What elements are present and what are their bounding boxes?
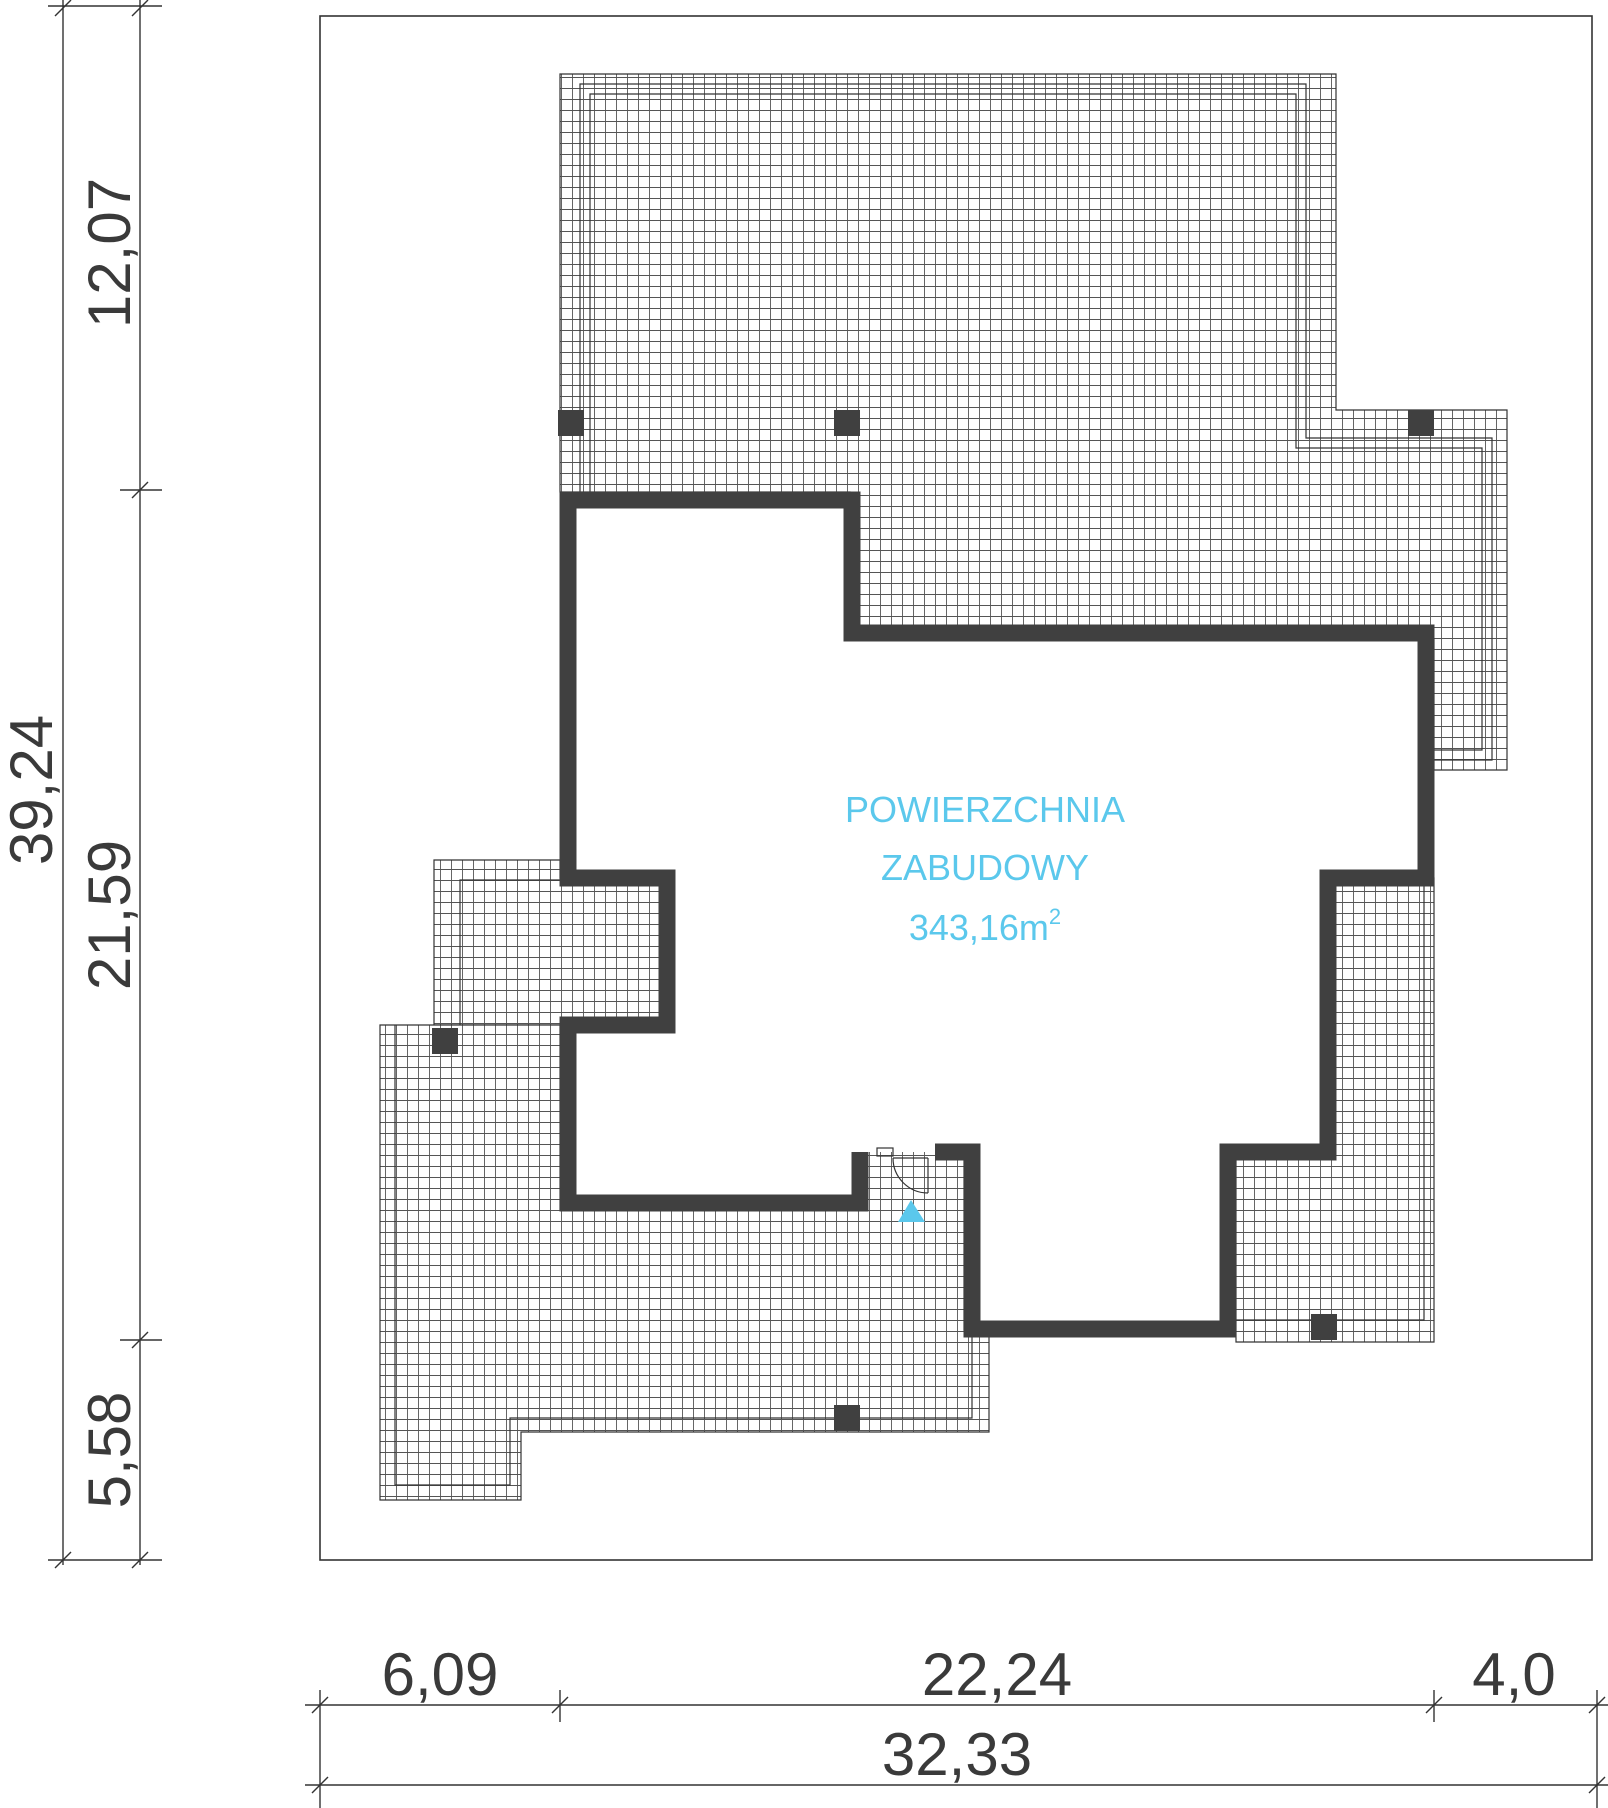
plot-boundary (319, 15, 1593, 1561)
dim-horizontal-right: 4,0 (1472, 1641, 1555, 1708)
column (432, 1028, 458, 1054)
dim-vertical-total: 39,24 (0, 715, 65, 865)
dim-horizontal-total: 32,33 (882, 1721, 1032, 1788)
area-value-number: 343,16m (909, 907, 1049, 948)
overhang-lines (394, 83, 1493, 1486)
wall (559, 491, 1435, 1338)
dim-vertical-middle: 21,59 (76, 840, 143, 990)
column (558, 410, 584, 436)
building-walls (559, 491, 1435, 1338)
dim-horizontal-middle: 22,24 (922, 1641, 1072, 1708)
columns (432, 410, 1434, 1431)
horizontal-dimension-lines (305, 1690, 1608, 1808)
column (834, 1405, 860, 1431)
terrace-areas (379, 73, 1508, 1501)
column (1311, 1314, 1337, 1340)
column (1408, 410, 1434, 436)
vertical-dimension-lines (48, 0, 162, 1569)
area-label-line1: POWIERZCHNIA (845, 789, 1125, 830)
dim-vertical-bottom: 5,58 (76, 1392, 143, 1509)
column (834, 410, 860, 436)
dim-horizontal-left: 6,09 (382, 1641, 499, 1708)
area-label-line2: ZABUDOWY (881, 847, 1089, 888)
dim-vertical-top: 12,07 (76, 178, 143, 328)
door-swing-icon (876, 1147, 929, 1194)
building-interior (568, 500, 1426, 1329)
area-value-unit-exponent: 2 (1049, 904, 1061, 929)
area-value: 343,16m2 (909, 904, 1061, 948)
entrance-arrow-icon (898, 1200, 925, 1222)
